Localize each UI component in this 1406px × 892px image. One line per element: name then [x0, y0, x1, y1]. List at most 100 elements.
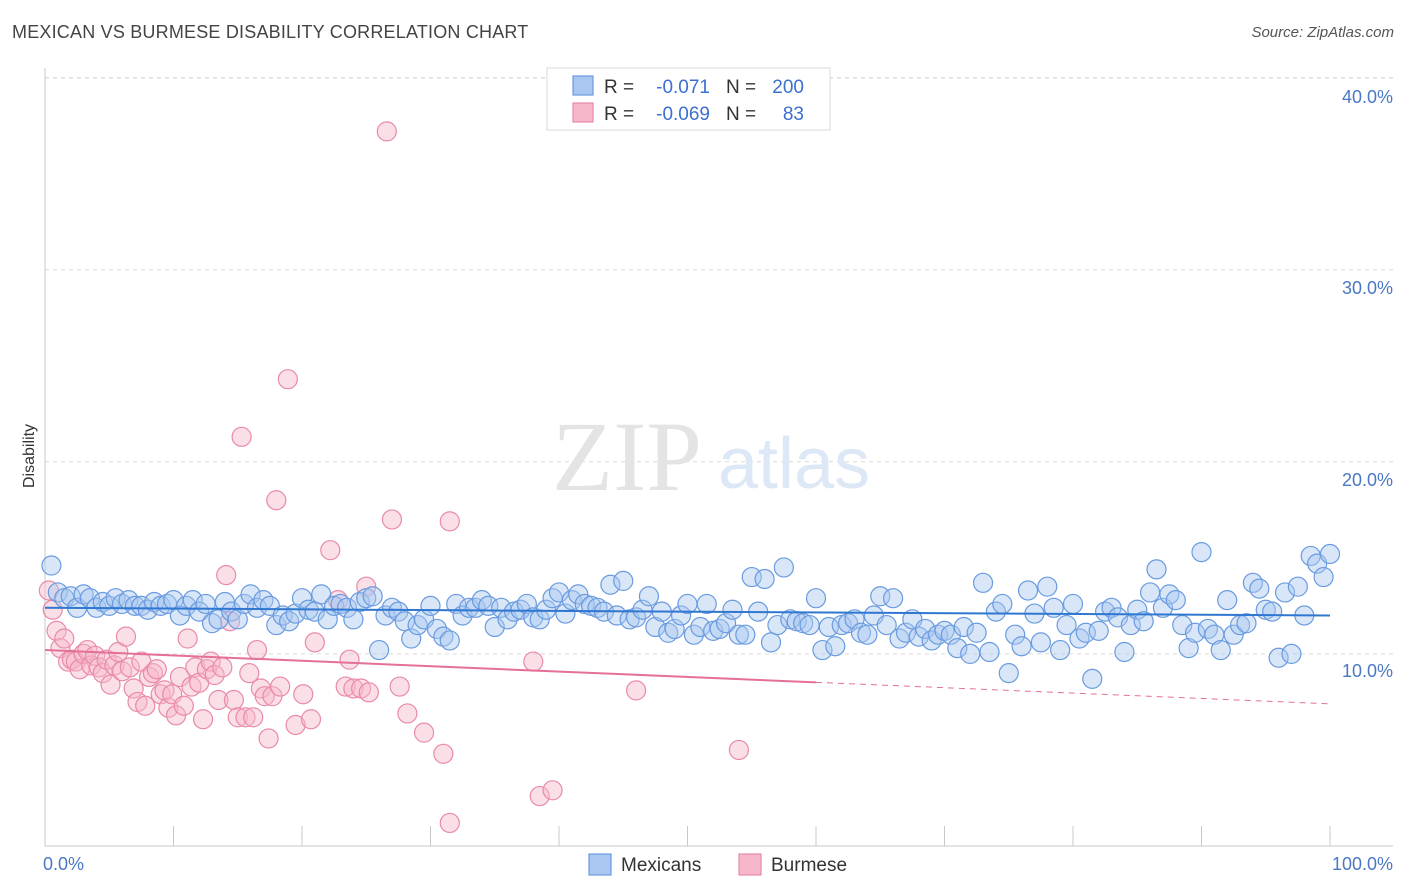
mexicans-point-198 [1313, 566, 1334, 588]
mexicans-point-81 [561, 590, 582, 611]
burmese-point-49 [227, 707, 248, 728]
mexicans-point-107 [728, 624, 750, 645]
burmese-trend-solid [44, 649, 817, 684]
mexicans-point-5 [73, 584, 94, 605]
mexicans-point-12 [118, 590, 139, 611]
burmese-point-35 [173, 695, 194, 716]
chart-source: Source: ZipAtlas.com [1251, 24, 1394, 41]
mexicans-point-143 [960, 643, 981, 665]
legend-r-value-1: -0.071 [656, 77, 710, 98]
mexicans-point-133 [895, 622, 917, 643]
legend-n-value-1: 200 [772, 77, 804, 98]
y-tick-label-40: 40.0% [1342, 87, 1393, 107]
burmese-point-61 [277, 369, 298, 390]
mexicans-point-164 [1095, 601, 1116, 622]
mexicans-point-69 [484, 616, 505, 638]
burmese-point-31 [158, 697, 179, 718]
legend-n-label-2: N = [726, 104, 756, 125]
mexicans-point-89 [613, 570, 634, 592]
legend-swatch-burmese [572, 102, 594, 123]
mexicans-point-80 [555, 603, 576, 624]
burmese-point-57 [258, 728, 279, 749]
mexicans-point-159 [1062, 593, 1084, 615]
mexicans-point-186 [1236, 613, 1257, 634]
series-legend: Mexicans Burmese [588, 853, 847, 876]
burmese-point-46 [216, 565, 237, 586]
burmese-point-48 [223, 689, 244, 711]
mexicans-point-152 [1017, 580, 1039, 601]
burmese-point-66 [320, 540, 341, 561]
burmese-point-60 [270, 676, 291, 697]
mexicans-point-171 [1139, 582, 1161, 603]
mexicans-point-157 [1050, 639, 1071, 661]
burmese-point-86 [728, 739, 750, 761]
mexicans-point-114 [773, 557, 794, 578]
mexicans-point-127 [857, 624, 878, 645]
mexicans-point-149 [998, 663, 1019, 684]
burmese-point-65 [304, 632, 325, 653]
mexicans-point-13 [124, 595, 146, 616]
mexicans-point-160 [1069, 628, 1090, 649]
mexicans-point-108 [735, 624, 756, 645]
mexicans-point-119 [805, 588, 827, 609]
mexicans-point-156 [1043, 597, 1064, 618]
legend-r-label-2: R = [604, 104, 634, 125]
burmese-point-77 [397, 703, 418, 724]
mexicans-point-93 [638, 586, 660, 607]
mexicans-point-109 [741, 566, 762, 588]
mexicans-point-146 [979, 641, 1000, 663]
mexicans-point-57 [407, 614, 428, 636]
burmese-point-45 [212, 657, 233, 678]
burmese-point-22 [123, 678, 144, 699]
mexicans-point-97 [664, 618, 685, 640]
mexicans-trend-solid [44, 606, 1331, 617]
burmese-point-28 [146, 659, 167, 680]
correlation-legend: R = -0.071 N = 200 R = -0.069 N = 83 [546, 67, 831, 131]
y-axis-title: Disability [21, 424, 38, 488]
mexicans-point-129 [870, 586, 891, 607]
burmese-point-54 [246, 639, 268, 661]
mexicans-point-74 [516, 593, 537, 615]
burmese-point-79 [433, 743, 454, 764]
burmese-point-56 [254, 686, 275, 707]
burmese-points [38, 121, 750, 834]
mexicans-point-190 [1262, 601, 1283, 622]
burmese-point-59 [266, 490, 287, 511]
mexicans-point-140 [940, 624, 962, 645]
mexicans-point-194 [1287, 576, 1308, 597]
burmese-point-51 [235, 707, 256, 728]
mexicans-point-24 [195, 593, 216, 615]
mexicans-points [41, 541, 1341, 689]
mexicans-point-25 [201, 613, 223, 634]
mexicans-point-53 [381, 597, 403, 618]
bottom-legend-swatch-burmese [738, 853, 762, 876]
bottom-legend-label-mexicans: Mexicans [621, 855, 701, 876]
mexicans-point-188 [1249, 578, 1270, 599]
watermark-atlas: atlas [718, 424, 870, 504]
mexicans-point-36 [272, 605, 293, 626]
mexicans-point-151 [1011, 636, 1032, 657]
burmese-point-25 [135, 695, 156, 716]
mexicans-point-102 [696, 593, 717, 615]
mexicans-point-63 [446, 593, 467, 615]
axes-layer [44, 68, 1393, 847]
burmese-point-70 [343, 678, 364, 699]
mexicans-point-62 [439, 630, 460, 651]
mexicans-point-106 [722, 599, 743, 620]
mexicans-point-179 [1191, 541, 1212, 563]
burmese-point-64 [300, 709, 322, 730]
mexicans-point-175 [1165, 590, 1186, 611]
burmese-point-75 [381, 509, 403, 530]
mexicans-point-96 [658, 622, 679, 643]
mexicans-point-180 [1197, 618, 1219, 640]
mexicans-point-122 [825, 636, 846, 657]
burmese-point-80 [439, 812, 460, 834]
mexicans-point-104 [709, 618, 730, 640]
mexicans-point-166 [1107, 607, 1129, 628]
y-tick-label-20: 20.0% [1342, 470, 1393, 490]
burmese-point-83 [542, 780, 563, 801]
mexicans-point-191 [1268, 647, 1289, 668]
burmese-point-78 [413, 722, 435, 743]
mexicans-point-163 [1088, 620, 1109, 641]
legend-n-value-2: 83 [783, 104, 804, 125]
